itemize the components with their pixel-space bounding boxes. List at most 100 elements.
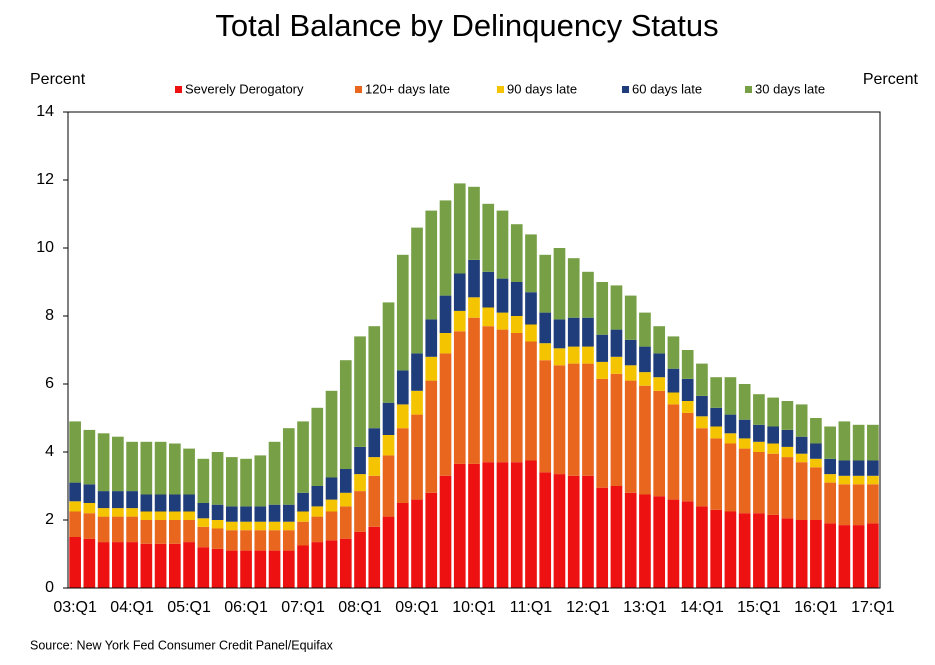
- legend-swatch: [355, 86, 362, 93]
- bar-segment: [710, 509, 723, 588]
- bar-segment: [282, 504, 295, 522]
- bar-segment: [696, 363, 708, 396]
- bar-segment: [753, 424, 765, 442]
- bar-segment: [553, 319, 566, 349]
- bar-segment: [169, 511, 181, 520]
- bar-segment: [496, 210, 509, 279]
- bar-segment: [325, 477, 338, 500]
- bar-segment: [297, 511, 309, 522]
- bar-segment: [126, 542, 138, 588]
- bar-segment: [567, 363, 580, 476]
- bar-segment: [710, 438, 723, 510]
- bar-segment: [553, 474, 566, 588]
- bar-segment: [425, 356, 438, 381]
- bar-segment: [112, 542, 124, 588]
- bar-segment: [396, 404, 409, 429]
- y-tick-label: 14: [36, 103, 54, 120]
- bar-segment: [724, 414, 737, 434]
- bar-segment: [453, 273, 466, 311]
- bar-segment: [753, 452, 765, 514]
- bar-segment: [610, 329, 623, 357]
- bar-segment: [211, 548, 224, 588]
- bar-segment: [325, 540, 338, 588]
- bar-segment: [468, 317, 480, 464]
- bar-segment: [639, 385, 651, 495]
- x-tick-label: 17:Q1: [851, 599, 895, 616]
- legend-label: 60 days late: [632, 81, 702, 96]
- x-tick-label: 07:Q1: [281, 599, 325, 616]
- bar-segment: [767, 426, 779, 444]
- bar-segment: [781, 446, 794, 458]
- bar-segment: [225, 530, 238, 551]
- x-tick-label: 04:Q1: [110, 599, 154, 616]
- bar-segment: [126, 516, 138, 543]
- bar-segment: [411, 499, 423, 588]
- bar-segment: [396, 254, 409, 371]
- bar-segment: [496, 462, 509, 588]
- bar-segment: [810, 443, 822, 459]
- bar-segment: [154, 511, 167, 520]
- bar-segment: [824, 426, 836, 459]
- bar-segment: [824, 523, 836, 588]
- bar-segment: [610, 285, 623, 330]
- bar-segment: [696, 416, 708, 429]
- bar-segment: [468, 259, 480, 298]
- bar-segment: [624, 380, 637, 493]
- bar-segment: [382, 516, 395, 588]
- bar-segment: [468, 463, 480, 588]
- bar-segment: [368, 457, 381, 476]
- bar-segment: [738, 448, 751, 514]
- legend-swatch: [745, 86, 752, 93]
- bar-segment: [639, 372, 651, 386]
- bar-segment: [225, 506, 238, 522]
- bar-segment: [297, 421, 309, 493]
- bar-segment: [582, 346, 594, 364]
- bar-segment: [696, 395, 708, 417]
- bar-segment: [482, 307, 495, 327]
- bar-segment: [240, 530, 252, 551]
- bar-segment: [268, 521, 281, 531]
- bar-segment: [553, 348, 566, 366]
- bar-segment: [510, 282, 523, 316]
- bar-segment: [596, 361, 609, 379]
- bar-segment: [140, 511, 153, 520]
- bar-segment: [183, 520, 195, 543]
- bar-segment: [539, 254, 552, 313]
- bar-segment: [567, 317, 580, 347]
- bar-segment: [596, 378, 609, 488]
- bar-segment: [696, 428, 708, 507]
- bar-segment: [354, 336, 366, 447]
- bar-segment: [482, 462, 495, 588]
- x-tick-label: 13:Q1: [623, 599, 667, 616]
- bar-segment: [867, 460, 879, 476]
- bar-segment: [354, 491, 366, 532]
- bar-segment: [453, 331, 466, 464]
- bar-segment: [425, 210, 438, 320]
- bar-segment: [339, 506, 352, 539]
- bar-segment: [225, 457, 238, 507]
- bar-segment: [852, 460, 865, 476]
- bar-segment: [867, 523, 879, 588]
- bar-segment: [297, 545, 309, 588]
- bar-segment: [339, 538, 352, 588]
- bar-segment: [795, 453, 808, 463]
- x-tick-label: 06:Q1: [224, 599, 268, 616]
- bar-segment: [368, 475, 381, 527]
- bar-segment: [411, 353, 423, 391]
- x-tick-label: 09:Q1: [395, 599, 439, 616]
- bar-segment: [325, 511, 338, 541]
- bar-segment: [596, 487, 609, 588]
- bar-segment: [838, 525, 851, 588]
- legend-label: 120+ days late: [365, 81, 450, 96]
- bar-segment: [211, 520, 224, 529]
- bar-segment: [225, 550, 238, 588]
- bar-segment: [624, 339, 637, 366]
- y-tick-label: 8: [45, 307, 54, 324]
- bar-segment: [681, 350, 694, 379]
- bar-segment: [824, 474, 836, 483]
- bar-segment: [83, 484, 96, 503]
- bar-segment: [382, 402, 395, 435]
- bar-segment: [311, 506, 324, 517]
- x-tick-label: 10:Q1: [452, 599, 496, 616]
- bar-segment: [154, 543, 167, 588]
